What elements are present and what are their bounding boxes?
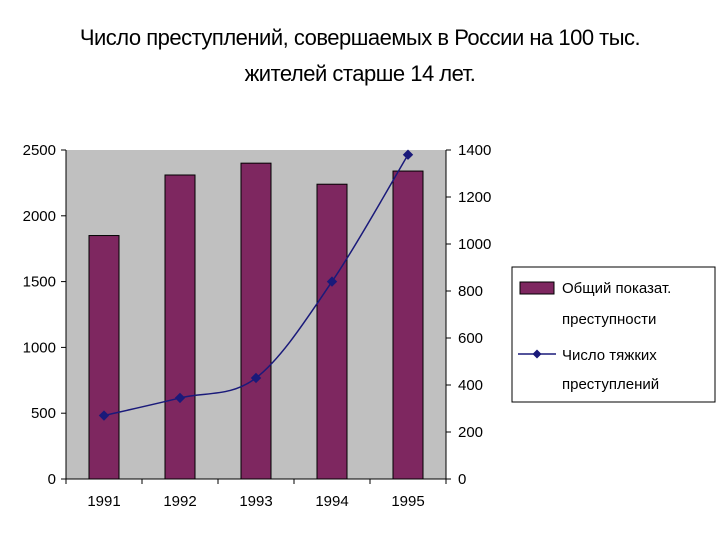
y-right-tick-label: 1200 <box>458 189 491 206</box>
bar-1995 <box>392 170 424 480</box>
y-left-tick-label: 1000 <box>23 339 56 356</box>
y-right-tick-label: 600 <box>458 330 483 347</box>
x-tick-label: 1991 <box>87 493 120 510</box>
bar-1992 <box>164 174 196 480</box>
y-left-tick-label: 2000 <box>23 208 56 225</box>
axes: 0 500 1000 1500 2000 2500 0 200 400 600 800 1000 120… <box>23 142 492 510</box>
x-tick-label: 1994 <box>315 493 348 510</box>
y-left-tick-label: 1500 <box>23 274 56 291</box>
x-tick-label: 1995 <box>391 493 424 510</box>
y-left-tick-label: 500 <box>31 405 56 422</box>
bar-1994 <box>316 183 348 480</box>
legend-bar-label-line-1: Общий показат. <box>562 280 671 297</box>
legend-bar-label-line-2: преступности <box>562 311 656 328</box>
line-series <box>98 149 414 421</box>
y-left-tick-label: 0 <box>48 471 56 488</box>
chart-title-line-1: Число преступлений, совершаемых в России… <box>79 25 641 50</box>
x-tick-label: 1993 <box>239 493 272 510</box>
y-right-tick-label: 200 <box>458 424 483 441</box>
bar-series <box>88 162 424 480</box>
y-right-tick-label: 0 <box>458 471 466 488</box>
y-right-tick-label: 1000 <box>458 236 491 253</box>
line-point-1992 <box>174 392 186 404</box>
x-tick-label: 1992 <box>163 493 196 510</box>
y-right-tick-label: 1400 <box>458 142 491 159</box>
legend-line-label-line-1: Число тяжких <box>562 347 657 364</box>
line-point-1993 <box>250 372 262 384</box>
legend-line-label-line-2: преступлений <box>562 376 659 393</box>
legend-bar-swatch <box>519 281 555 295</box>
legend: Общий показат. преступности Число тяжких пр… <box>511 266 716 403</box>
bar-1991 <box>88 235 120 480</box>
line-point-1991 <box>98 410 110 421</box>
y-right-tick-label: 800 <box>458 283 483 300</box>
bar-1993 <box>240 162 272 480</box>
legend-line-marker <box>532 349 542 359</box>
line-point-1994 <box>326 276 338 287</box>
line-point-1995 <box>402 149 414 160</box>
chart-title-line-2: жителей старше 14 лет. <box>244 61 476 86</box>
line-path <box>103 154 409 417</box>
y-left-tick-label: 2500 <box>23 142 56 159</box>
y-right-tick-label: 400 <box>458 377 483 394</box>
